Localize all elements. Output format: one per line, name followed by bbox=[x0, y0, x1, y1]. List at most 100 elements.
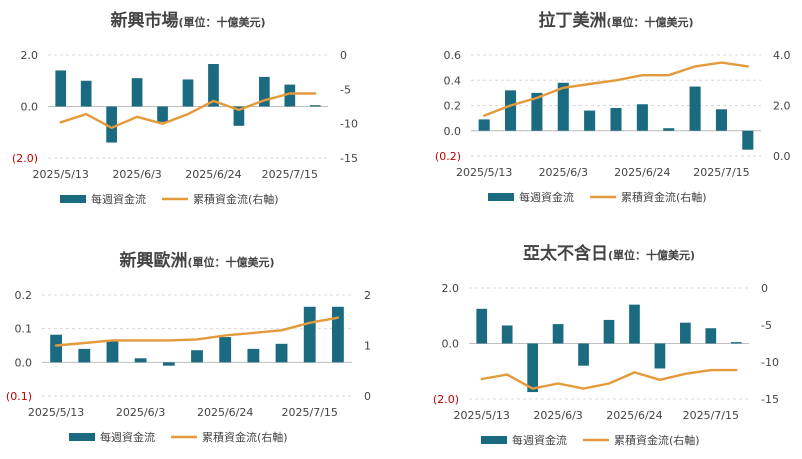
bar-weekly-flow bbox=[284, 84, 296, 107]
legend-bar-label: 每週資金流 bbox=[91, 192, 146, 206]
bar-weekly-flow bbox=[476, 308, 488, 344]
legend-bar-swatch bbox=[60, 195, 86, 203]
chart-title-unit: (單位：十億美元) bbox=[187, 255, 274, 269]
bar-weekly-flow bbox=[478, 119, 490, 131]
chart-title-main: 新興市場 bbox=[110, 10, 178, 31]
x-tick-label: 2025/5/13 bbox=[456, 166, 512, 179]
legend-line-label: 累積資金流(右軸) bbox=[614, 433, 700, 447]
legend-bar-swatch bbox=[481, 436, 507, 444]
x-tick-label: 2025/5/13 bbox=[28, 406, 84, 419]
line-cumulative-flow bbox=[59, 92, 317, 130]
y-left-tick-label: 0.0 bbox=[21, 101, 39, 114]
chart-panel-emerging-europe: 新興歐洲(單位：十億美元) 0.2 0.1 0.0 (0.1) 2 1 0 2025/5/13 2… bbox=[0, 229, 401, 458]
chart-panel-emerging-markets: 新興市場(單位：十億美元) 2.0 0.0 (2.0) 0 -5 -10 -15 2025/5/… bbox=[0, 0, 401, 229]
bar-weekly-flow bbox=[191, 350, 203, 363]
y-left-tick-label: 2.0 bbox=[21, 49, 39, 62]
bar-weekly-flow bbox=[331, 306, 344, 363]
y-right-tick-label: 0 bbox=[340, 49, 347, 62]
bar-weekly-flow bbox=[55, 70, 67, 107]
line-cumulative-flow bbox=[54, 316, 340, 347]
y-right-tick-label: 4.0 bbox=[773, 49, 791, 62]
legend-line-label: 累積資金流(右軸) bbox=[193, 192, 279, 206]
chart-title-main: 新興歐洲 bbox=[119, 250, 187, 271]
bar-weekly-flow bbox=[730, 342, 742, 344]
y-right-tick-label: 1 bbox=[364, 340, 371, 353]
x-tick-label: 2025/6/3 bbox=[116, 406, 165, 419]
chart-title-main: 拉丁美洲 bbox=[538, 10, 606, 31]
bar-weekly-flow bbox=[134, 358, 147, 363]
chart-svg-emerging-markets: 新興市場(單位：十億美元) 2.0 0.0 (2.0) 0 -5 -10 -15 2025/5/… bbox=[12, 10, 358, 206]
y-left-tick-label: (2.0) bbox=[12, 152, 38, 165]
bar-weekly-flow bbox=[233, 106, 245, 126]
x-tick-label: 2025/6/24 bbox=[185, 168, 241, 181]
y-right-tick-label: 2 bbox=[364, 289, 371, 302]
bar-weekly-flow bbox=[610, 108, 622, 131]
bar-weekly-flow bbox=[663, 128, 675, 131]
legend-line-label: 累積資金流(右軸) bbox=[202, 430, 288, 444]
y-left-tick-label: 0.0 bbox=[15, 356, 33, 369]
bar-weekly-flow bbox=[552, 324, 564, 344]
bar-weekly-flow bbox=[275, 343, 288, 363]
chart-svg-asia-pacific-ex-japan: 亞太不含日(單位：十億美元) 2.0 0.0 (2.0) 0 -5 -10 -15 2025/5… bbox=[433, 243, 779, 447]
y-right-tick-label: 2.0 bbox=[773, 100, 791, 113]
bar-weekly-flow bbox=[636, 104, 648, 131]
chart-title: 新興歐洲(單位：十億美元) bbox=[119, 250, 274, 271]
bar-weekly-flow bbox=[303, 306, 316, 363]
x-tick-label: 2025/5/13 bbox=[33, 168, 89, 181]
line-cumulative-flow bbox=[482, 61, 749, 117]
bar-weekly-flow bbox=[705, 328, 717, 344]
chart-title: 拉丁美洲(單位：十億美元) bbox=[538, 10, 693, 31]
legend-line-label: 累積資金流(右軸) bbox=[621, 190, 707, 204]
y-right-tick-label: -15 bbox=[340, 152, 358, 165]
bar-weekly-flow bbox=[78, 348, 91, 363]
bar-weekly-flow bbox=[131, 78, 143, 107]
x-tick-label: 2025/7/15 bbox=[683, 409, 739, 422]
bar-weekly-flow bbox=[106, 106, 117, 143]
legend-bar-swatch bbox=[69, 433, 95, 441]
chart-title-main: 亞太不含日 bbox=[523, 243, 608, 264]
x-tick-label: 2025/6/3 bbox=[539, 166, 588, 179]
x-tick-label: 2025/6/24 bbox=[614, 166, 670, 179]
bar-weekly-flow bbox=[208, 64, 219, 107]
y-left-tick-label: (0.2) bbox=[435, 150, 461, 163]
x-tick-label: 2025/7/15 bbox=[282, 406, 338, 419]
bar-weekly-flow bbox=[50, 334, 63, 363]
bar-weekly-flow bbox=[584, 110, 596, 131]
y-right-tick-label: -10 bbox=[340, 118, 358, 131]
chart-panel-asia-pacific-ex-japan: 亞太不含日(單位：十億美元) 2.0 0.0 (2.0) 0 -5 -10 -15 2025/5… bbox=[401, 229, 802, 458]
bar-weekly-flow bbox=[715, 109, 727, 131]
chart-title-unit: (單位：十億美元) bbox=[606, 15, 693, 29]
bar-weekly-flow bbox=[680, 322, 691, 344]
y-right-tick-label: 0 bbox=[761, 282, 768, 295]
bar-weekly-flow bbox=[219, 337, 232, 363]
bar-weekly-flow bbox=[654, 343, 666, 369]
y-left-tick-label: 0.6 bbox=[444, 49, 462, 62]
bar-weekly-flow bbox=[527, 343, 538, 393]
bar-weekly-flow bbox=[80, 80, 92, 107]
y-left-tick-label: (2.0) bbox=[433, 393, 459, 406]
bar-weekly-flow bbox=[106, 340, 119, 363]
bar-weekly-flow bbox=[505, 90, 517, 131]
y-right-tick-label: 0.0 bbox=[773, 150, 791, 163]
chart-title-unit: (單位：十億美元) bbox=[608, 248, 695, 262]
bar-weekly-flow bbox=[501, 325, 513, 344]
y-left-tick-label: 0.4 bbox=[444, 74, 462, 87]
bar-weekly-flow bbox=[162, 362, 175, 366]
y-left-tick-label: 0.0 bbox=[444, 125, 462, 138]
bar-weekly-flow bbox=[629, 304, 640, 344]
y-left-tick-label: (0.1) bbox=[6, 390, 32, 403]
x-tick-label: 2025/6/3 bbox=[533, 409, 582, 422]
chart-title: 新興市場(單位：十億美元) bbox=[110, 10, 265, 31]
line-cumulative-flow bbox=[480, 368, 738, 390]
legend-bar-label: 每週資金流 bbox=[100, 430, 155, 444]
x-tick-label: 2025/7/15 bbox=[693, 166, 749, 179]
bar-weekly-flow bbox=[689, 86, 701, 131]
bar-weekly-flow bbox=[742, 130, 754, 150]
y-right-tick-label: -5 bbox=[761, 319, 772, 332]
x-tick-label: 2025/6/24 bbox=[197, 406, 253, 419]
bar-weekly-flow bbox=[247, 348, 260, 363]
y-left-tick-label: 0.1 bbox=[15, 323, 33, 336]
legend-bar-swatch bbox=[488, 193, 514, 201]
y-left-tick-label: 0.2 bbox=[444, 100, 462, 113]
y-right-tick-label: 0 bbox=[364, 390, 371, 403]
